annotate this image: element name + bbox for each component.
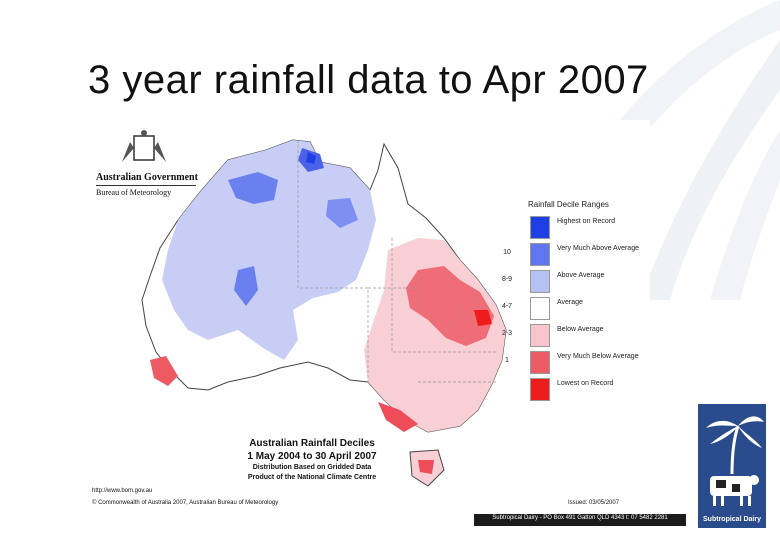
palm-watermark <box>620 0 780 300</box>
legend-item: 1 Very Much Below Average <box>492 351 642 374</box>
legend-label: Lowest on Record <box>557 380 614 387</box>
map-issued-date: Issued: 03/05/2007 <box>568 500 620 506</box>
legend-swatch <box>530 270 550 293</box>
region-very-much-above-north <box>228 172 278 204</box>
legend-item: Highest on Record <box>492 216 642 239</box>
legend-item: 10 Very Much Above Average <box>492 243 642 266</box>
map-url-link[interactable]: http://www.bom.gov.au <box>92 488 153 494</box>
subtropical-dairy-logo: Subtropical Dairy <box>698 404 766 528</box>
legend-item: 8-9 Above Average <box>492 270 642 293</box>
coat-of-arms-icon <box>122 130 166 162</box>
footer-address: Subtropical Dairy - PO Box 491 Gatton QL… <box>492 515 668 521</box>
map-caption-note: Product of the National Climate Centre <box>247 474 377 481</box>
legend-swatch <box>530 216 550 239</box>
slide-title: 3 year rainfall data to Apr 2007 <box>88 58 649 102</box>
legend-item: 4-7 Average <box>492 297 642 320</box>
legend-range: 4-7 <box>501 303 513 310</box>
footer-bar: Subtropical Dairy - PO Box 491 Gatton QL… <box>474 514 686 526</box>
state-borders <box>297 140 498 383</box>
legend-range: 1 <box>505 357 509 364</box>
legend-range: 2-3 <box>501 330 513 337</box>
region-very-much-below-tasmania <box>418 460 434 474</box>
legend-item: Lowest on Record <box>492 378 642 401</box>
region-lowest-east <box>474 310 492 326</box>
legend-swatch <box>530 243 550 266</box>
map-caption-title: Australian Rainfall Deciles <box>249 438 375 449</box>
australia-rainfall-map <box>141 139 507 487</box>
rainfall-map-panel: Australian Government Bureau of Meteorol… <box>88 120 650 508</box>
palm-cow-logo-icon <box>706 416 764 506</box>
legend-swatch <box>530 324 550 347</box>
legend-item: 2-3 Below Average <box>492 324 642 347</box>
legend-swatch <box>530 297 550 320</box>
region-very-much-below-east <box>406 266 494 346</box>
legend-label: Very Much Below Average <box>557 353 639 360</box>
region-very-much-above-west <box>234 266 258 306</box>
legend-label: Average <box>557 299 583 306</box>
region-very-much-below-southwest <box>150 356 178 386</box>
logo-name: Subtropical Dairy <box>703 516 761 523</box>
legend-swatch <box>530 351 550 374</box>
legend-swatch <box>530 378 550 401</box>
legend-label: Very Much Above Average <box>557 245 639 252</box>
map-caption-period: 1 May 2004 to 30 April 2007 <box>247 451 377 462</box>
map-copyright: © Commonwealth of Australia 2007, Austra… <box>92 500 279 506</box>
legend-range: 10 <box>503 249 511 256</box>
map-caption-note: Distribution Based on Gridded Data <box>252 464 372 471</box>
legend-label: Above Average <box>557 272 605 279</box>
government-divider <box>96 185 196 186</box>
legend-title: Rainfall Decile Ranges <box>528 200 609 209</box>
region-highest-north <box>306 152 316 164</box>
region-very-much-above-center <box>326 198 358 228</box>
government-name: Australian Government <box>96 172 198 183</box>
legend-range: 8-9 <box>501 276 513 283</box>
region-above-average-north <box>162 140 376 360</box>
region-very-much-below-south <box>378 402 418 432</box>
legend-label: Below Average <box>557 326 604 333</box>
bureau-name: Bureau of Meteorology <box>96 188 172 197</box>
legend-label: Highest on Record <box>557 218 615 225</box>
